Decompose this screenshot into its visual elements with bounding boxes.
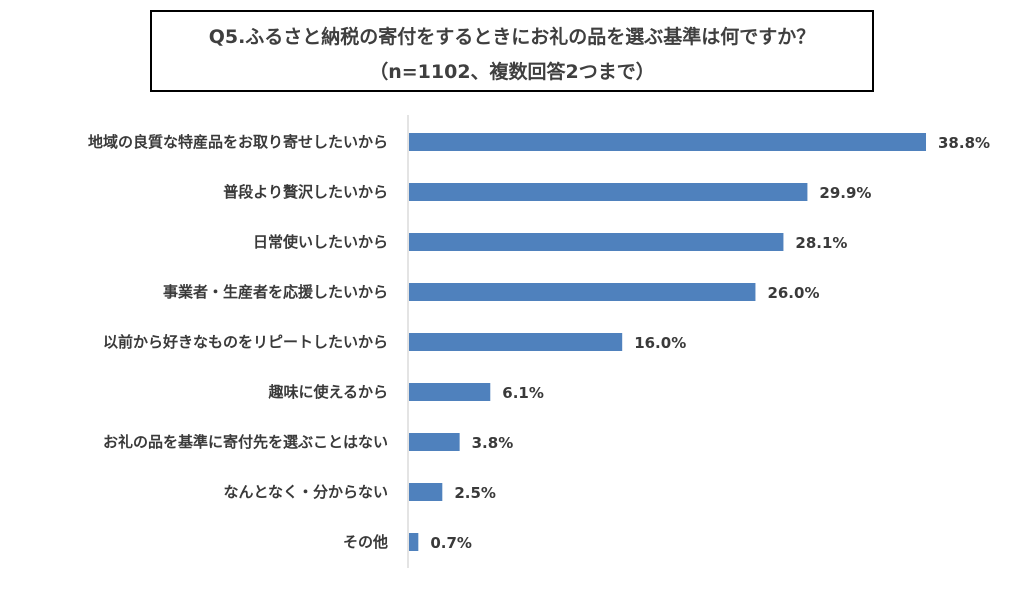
bar — [409, 333, 623, 351]
bar — [409, 183, 808, 201]
bar — [409, 433, 460, 451]
category-label: 普段より贅沢したいから — [223, 183, 388, 201]
category-label: なんとなく・分からない — [223, 483, 388, 501]
category-label: 日常使いしたいから — [253, 233, 388, 251]
value-label: 28.1% — [795, 234, 847, 252]
bar — [409, 133, 927, 151]
value-label: 0.7% — [430, 534, 472, 552]
value-label: 16.0% — [634, 334, 686, 352]
chart-title: Q5.ふるさと納税の寄付をするときにお礼の品を選ぶ基準は何ですか？ — [208, 26, 816, 48]
category-label: 事業者・生産者を応援したいから — [163, 283, 388, 301]
value-label: 6.1% — [502, 384, 544, 402]
bars-group: 地域の良質な特産品をお取り寄せしたいから 38.8% 普段より贅沢したいから 29.9… — [88, 133, 990, 552]
category-label: お礼の品を基準に寄付先を選ぶことはない — [103, 433, 388, 451]
bar — [409, 383, 491, 401]
bar — [409, 233, 784, 251]
category-label: 地域の良質な特産品をお取り寄せしたいから — [88, 133, 388, 151]
bar — [409, 483, 443, 501]
chart-title-box: Q5.ふるさと納税の寄付をするときにお礼の品を選ぶ基準は何ですか？ （n=110… — [150, 10, 874, 92]
value-label: 3.8% — [472, 434, 514, 452]
value-label: 29.9% — [819, 184, 871, 202]
bar — [409, 533, 419, 551]
bar — [409, 283, 756, 301]
value-label: 38.8% — [938, 134, 990, 152]
category-label: 趣味に使えるから — [267, 383, 388, 401]
value-label: 2.5% — [454, 484, 496, 502]
value-label: 26.0% — [767, 284, 819, 302]
category-label: その他 — [343, 533, 388, 551]
category-label: 以前から好きなものをリピートしたいから — [103, 333, 388, 351]
chart-subtitle: （n=1102、複数回答2つまで） — [369, 61, 655, 83]
